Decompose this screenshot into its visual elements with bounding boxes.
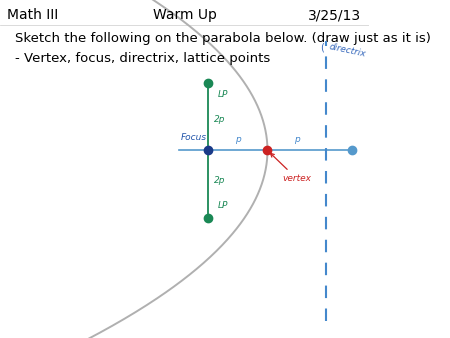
Text: vertex: vertex <box>270 153 311 183</box>
Text: 2p: 2p <box>214 116 225 124</box>
Text: 3/25/13: 3/25/13 <box>308 8 361 22</box>
Text: Focus: Focus <box>180 133 207 142</box>
Text: - Vertex, focus, directrix, lattice points: - Vertex, focus, directrix, lattice poin… <box>15 52 270 65</box>
Text: 2p: 2p <box>214 176 225 185</box>
Text: Math III: Math III <box>7 8 59 22</box>
Text: Warm Up: Warm Up <box>153 8 216 22</box>
Text: (: ( <box>320 42 324 52</box>
Text: LP: LP <box>218 90 228 99</box>
Text: p: p <box>294 135 300 144</box>
Text: LP: LP <box>218 200 228 210</box>
Text: p: p <box>235 135 241 144</box>
Text: Sketch the following on the parabola below. (draw just as it is): Sketch the following on the parabola bel… <box>15 32 431 45</box>
Text: directrix: directrix <box>328 42 367 59</box>
